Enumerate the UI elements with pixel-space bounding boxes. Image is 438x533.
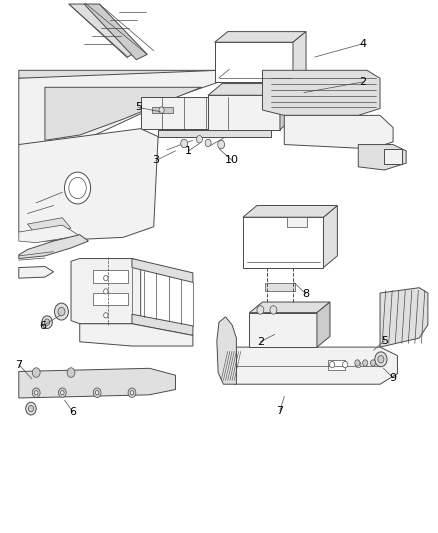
Circle shape [196, 135, 202, 143]
Polygon shape [71, 259, 141, 324]
Circle shape [95, 391, 99, 395]
Circle shape [257, 306, 264, 314]
Text: 9: 9 [389, 373, 397, 383]
Polygon shape [141, 97, 241, 128]
Circle shape [35, 391, 38, 395]
Circle shape [104, 276, 108, 281]
Text: 2: 2 [257, 337, 264, 347]
Polygon shape [45, 87, 201, 140]
Text: 7: 7 [15, 360, 22, 369]
Polygon shape [132, 259, 193, 282]
Circle shape [130, 391, 134, 395]
Polygon shape [28, 217, 71, 235]
Polygon shape [19, 70, 219, 150]
Circle shape [363, 360, 368, 366]
Circle shape [32, 388, 40, 398]
Text: 5: 5 [381, 336, 388, 346]
Polygon shape [208, 84, 294, 95]
Bar [93, 293, 127, 305]
Circle shape [42, 316, 52, 328]
Polygon shape [284, 115, 393, 149]
Circle shape [205, 139, 211, 147]
Polygon shape [215, 42, 293, 82]
Polygon shape [243, 217, 323, 268]
Circle shape [104, 289, 108, 294]
Circle shape [60, 391, 64, 395]
Polygon shape [158, 130, 271, 136]
Polygon shape [250, 313, 317, 347]
Polygon shape [243, 206, 337, 217]
Circle shape [159, 107, 164, 114]
Text: 4: 4 [359, 39, 366, 49]
Bar [385, 149, 402, 164]
Circle shape [355, 360, 360, 366]
Text: 5: 5 [135, 102, 142, 112]
Circle shape [26, 402, 36, 415]
Polygon shape [19, 70, 232, 82]
Polygon shape [215, 31, 306, 42]
Text: 6: 6 [70, 407, 77, 417]
Circle shape [329, 361, 335, 368]
Polygon shape [223, 347, 397, 384]
Polygon shape [262, 70, 380, 115]
Polygon shape [69, 4, 136, 57]
Circle shape [343, 361, 348, 368]
Polygon shape [380, 288, 428, 347]
Text: 6: 6 [39, 321, 46, 331]
Polygon shape [293, 31, 306, 82]
Polygon shape [19, 225, 80, 243]
Polygon shape [152, 108, 173, 113]
Polygon shape [250, 302, 330, 313]
Circle shape [218, 140, 225, 149]
Polygon shape [80, 324, 193, 346]
Polygon shape [84, 4, 147, 60]
Polygon shape [317, 302, 330, 347]
Circle shape [181, 139, 187, 148]
Circle shape [128, 388, 136, 398]
Text: 3: 3 [152, 156, 159, 165]
Polygon shape [19, 235, 88, 259]
Text: 7: 7 [276, 406, 283, 416]
Polygon shape [287, 217, 307, 227]
Polygon shape [323, 206, 337, 268]
Circle shape [104, 313, 108, 318]
Polygon shape [358, 144, 406, 170]
Text: 10: 10 [225, 156, 239, 165]
Circle shape [28, 406, 34, 412]
Polygon shape [280, 84, 294, 130]
Polygon shape [217, 317, 237, 384]
Circle shape [64, 172, 91, 204]
Circle shape [58, 308, 65, 316]
Circle shape [93, 388, 101, 398]
Circle shape [270, 306, 277, 314]
Circle shape [375, 352, 387, 367]
Polygon shape [19, 128, 158, 241]
Circle shape [67, 368, 75, 377]
Text: 8: 8 [303, 289, 310, 299]
Polygon shape [19, 266, 53, 278]
Circle shape [371, 360, 376, 366]
Circle shape [378, 356, 384, 363]
Polygon shape [19, 368, 176, 398]
Circle shape [69, 177, 86, 199]
Bar [93, 270, 127, 284]
Text: 1: 1 [185, 146, 192, 156]
Circle shape [58, 388, 66, 398]
Text: 2: 2 [359, 77, 366, 87]
Polygon shape [132, 314, 193, 335]
Bar [328, 360, 345, 370]
Circle shape [45, 319, 49, 325]
Bar [265, 284, 295, 292]
Circle shape [32, 368, 40, 377]
Circle shape [54, 303, 68, 320]
Polygon shape [208, 95, 280, 130]
Circle shape [356, 361, 361, 368]
